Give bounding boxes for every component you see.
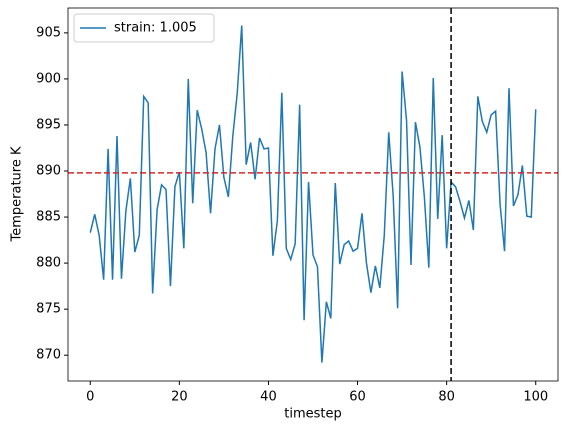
x-tick-label: 60	[349, 390, 366, 405]
y-tick-label: 895	[36, 117, 61, 132]
legend-label: strain: 1.005	[114, 21, 197, 36]
y-axis-label: Temperature K	[10, 146, 25, 242]
legend-box	[73, 13, 215, 43]
y-tick-label: 870	[36, 348, 61, 363]
x-tick-label: 40	[260, 390, 277, 405]
x-axis-label: timestep	[284, 407, 342, 422]
y-tick-label: 890	[36, 164, 61, 179]
y-tick-label: 885	[36, 210, 61, 225]
y-tick-label: 900	[36, 71, 61, 86]
plot-frame	[67, 7, 559, 382]
line-series	[89, 25, 537, 363]
x-tick-label: 80	[438, 390, 455, 405]
x-tick-label: 0	[86, 390, 94, 405]
y-tick-label: 905	[36, 25, 61, 40]
x-tick-label: 100	[523, 390, 548, 405]
y-tick-label: 880	[36, 256, 61, 271]
x-tick-label: 20	[171, 390, 188, 405]
y-tick-label: 875	[36, 302, 61, 317]
